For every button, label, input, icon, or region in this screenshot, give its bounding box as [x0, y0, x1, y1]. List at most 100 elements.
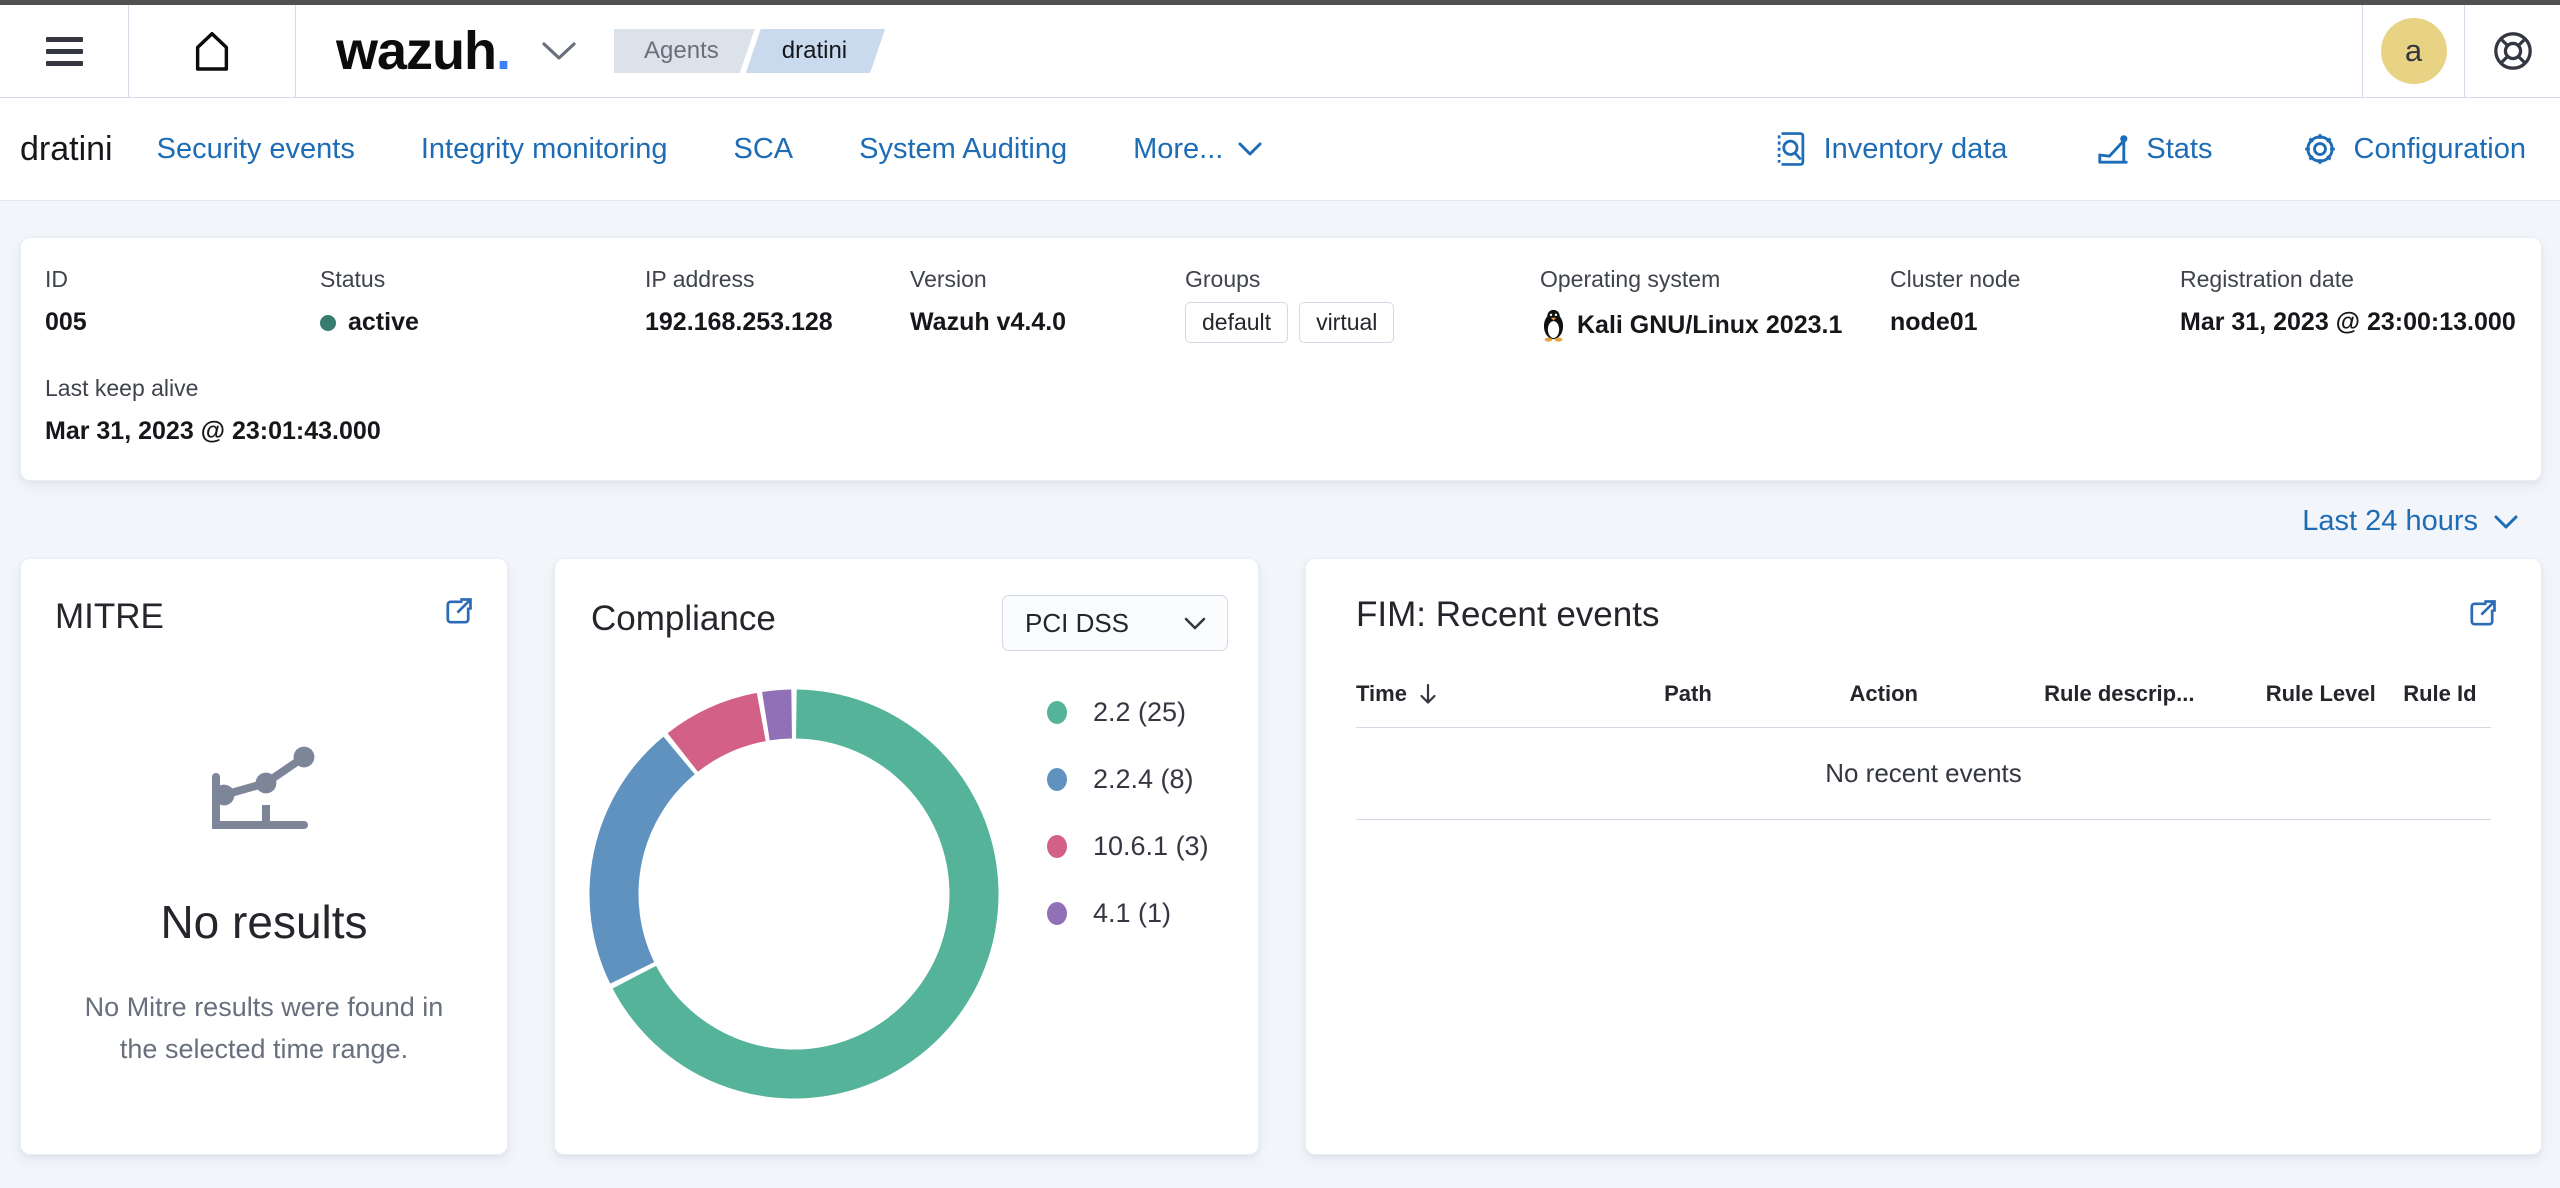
table-divider: [1356, 727, 2491, 728]
agent-ip-value: 192.168.253.128: [645, 308, 833, 336]
agent-groups-field: Groups default virtual: [1185, 266, 1540, 343]
main-content: ID 005 Status active IP address 192.168.…: [0, 201, 2560, 1155]
chevron-down-icon: [1238, 142, 1262, 155]
sort-down-icon: [1420, 683, 1436, 704]
group-chip-default[interactable]: default: [1185, 302, 1289, 343]
column-header-time[interactable]: Time: [1356, 681, 1594, 707]
legend-item[interactable]: 2.2 (25): [1047, 697, 1209, 728]
column-header-rule-level[interactable]: Rule Level: [2265, 681, 2376, 706]
chevron-down-icon: [1184, 617, 1206, 629]
linux-tux-icon: [1543, 309, 1564, 342]
agent-id-label: ID: [45, 266, 68, 292]
compliance-donut-chart: [589, 689, 999, 1099]
tab-more[interactable]: More...: [1133, 133, 1263, 166]
external-link-icon: [446, 598, 472, 624]
agent-status-value: active: [348, 308, 419, 336]
agent-os-field: Operating system Kali GNU/Linux 2023.1: [1540, 266, 1890, 343]
fim-card-title: FIM: Recent events: [1356, 595, 1660, 634]
stats-button[interactable]: Stats: [2095, 131, 2213, 167]
agent-registration-label: Registration date: [2180, 266, 2354, 292]
legend-label: 2.2 (25): [1093, 697, 1187, 727]
compliance-selector[interactable]: PCI DSS: [1002, 595, 1228, 651]
agent-node-value: node01: [1890, 308, 1978, 336]
mitre-card: MITRE No results: [20, 558, 508, 1155]
wazuh-logo[interactable]: wazuh.: [336, 20, 578, 82]
agent-id-field: ID 005: [45, 266, 320, 343]
tab-sca[interactable]: SCA: [733, 132, 794, 165]
donut-segment-2.2.4[interactable]: [589, 736, 696, 984]
agent-status-label: Status: [320, 266, 386, 292]
legend-item[interactable]: 4.1 (1): [1047, 898, 1209, 929]
tab-security-events[interactable]: Security events: [156, 132, 355, 165]
breadcrumb-agents[interactable]: Agents: [614, 29, 755, 73]
agent-info-panel: ID 005 Status active IP address 192.168.…: [20, 237, 2542, 481]
gear-icon: [2304, 134, 2335, 164]
trend-chart-icon: [212, 746, 315, 829]
mitre-empty-title: No results: [160, 896, 368, 948]
chevron-down-icon[interactable]: [540, 39, 578, 63]
tab-system-auditing[interactable]: System Auditing: [859, 132, 1068, 165]
legend-label: 4.1 (1): [1093, 898, 1172, 928]
legend-label: 2.2.4 (8): [1093, 764, 1194, 794]
column-header-action[interactable]: Action: [1849, 681, 1918, 706]
agent-keepalive-value: Mar 31, 2023 @ 23:01:43.000: [45, 417, 381, 445]
stats-label: Stats: [2146, 132, 2213, 165]
legend-item[interactable]: 2.2.4 (8): [1047, 764, 1209, 795]
column-header-path[interactable]: Path: [1664, 681, 1712, 706]
menu-button[interactable]: [0, 36, 128, 66]
column-header-rule-description[interactable]: Rule descrip...: [2044, 681, 2195, 706]
compliance-card: Compliance PCI DSS 2.2 (25) 2.2.4 (8): [554, 558, 1259, 1155]
mitre-open-button[interactable]: [441, 595, 475, 629]
fim-events-table: Time Path Action Rule descrip... Rule Le…: [1356, 681, 2491, 820]
app-header: wazuh. Agents dratini a: [0, 5, 2560, 98]
agent-groups-label: Groups: [1185, 266, 1261, 292]
home-button[interactable]: [129, 27, 295, 75]
agent-node-label: Cluster node: [1890, 266, 2021, 292]
fim-card: FIM: Recent events Time Path Action: [1305, 558, 2542, 1155]
column-header-rule-id[interactable]: Rule Id: [2403, 681, 2477, 706]
lifebuoy-help-icon: [2493, 32, 2532, 70]
donut-segment-2.2[interactable]: [612, 689, 999, 1099]
legend-dot: [1047, 768, 1067, 791]
agent-registration-value: Mar 31, 2023 @ 23:00:13.000: [2180, 308, 2516, 336]
header-divider: [2464, 5, 2465, 97]
agent-registration-field: Registration date Mar 31, 2023 @ 23:00:1…: [2180, 266, 2531, 343]
external-link-icon: [2470, 600, 2496, 626]
header-divider: [128, 5, 129, 97]
configuration-label: Configuration: [2353, 132, 2527, 165]
header-divider: [2362, 5, 2363, 97]
avatar-initial: a: [2404, 33, 2423, 68]
home-icon: [195, 32, 229, 71]
breadcrumb-dratini[interactable]: dratini: [746, 29, 885, 73]
window-top-strip: [0, 0, 2560, 5]
donut-segment-4.1[interactable]: [762, 689, 793, 741]
mitre-card-title: MITRE: [55, 597, 164, 636]
agent-os-label: Operating system: [1540, 266, 1721, 292]
compliance-selector-value: PCI DSS: [1025, 607, 1130, 638]
configuration-button[interactable]: Configuration: [2301, 130, 2527, 168]
hamburger-icon: [45, 36, 83, 66]
agent-keepalive-label: Last keep alive: [45, 375, 199, 401]
donut-segment-10.6.1[interactable]: [667, 692, 767, 773]
time-range-label: Last 24 hours: [2302, 505, 2478, 537]
breadcrumb: Agents dratini: [614, 29, 885, 73]
tab-integrity-monitoring[interactable]: Integrity monitoring: [420, 132, 668, 165]
group-chip-virtual[interactable]: virtual: [1299, 302, 1395, 343]
status-dot-icon: [320, 314, 336, 331]
compliance-card-title: Compliance: [591, 599, 776, 638]
legend-item[interactable]: 10.6.1 (3): [1047, 831, 1209, 862]
inventory-data-button[interactable]: Inventory data: [1773, 130, 2007, 168]
help-button[interactable]: [2465, 29, 2560, 73]
agent-os-value: Kali GNU/Linux 2023.1: [1577, 310, 1843, 339]
agent-version-value: Wazuh v4.4.0: [910, 308, 1067, 336]
agent-status-field: Status active: [320, 266, 645, 343]
agent-ip-label: IP address: [645, 266, 755, 292]
chevron-down-icon: [2494, 515, 2518, 528]
breadcrumb-label: dratini: [781, 37, 848, 64]
column-label: Time: [1356, 681, 1407, 706]
fim-open-button[interactable]: [2465, 597, 2499, 631]
time-range-picker[interactable]: Last 24 hours: [20, 481, 2542, 558]
legend-dot: [1047, 902, 1067, 925]
avatar[interactable]: a: [2380, 18, 2447, 84]
compliance-legend: 2.2 (25) 2.2.4 (8) 10.6.1 (3) 4.1 (1): [1047, 697, 1209, 965]
